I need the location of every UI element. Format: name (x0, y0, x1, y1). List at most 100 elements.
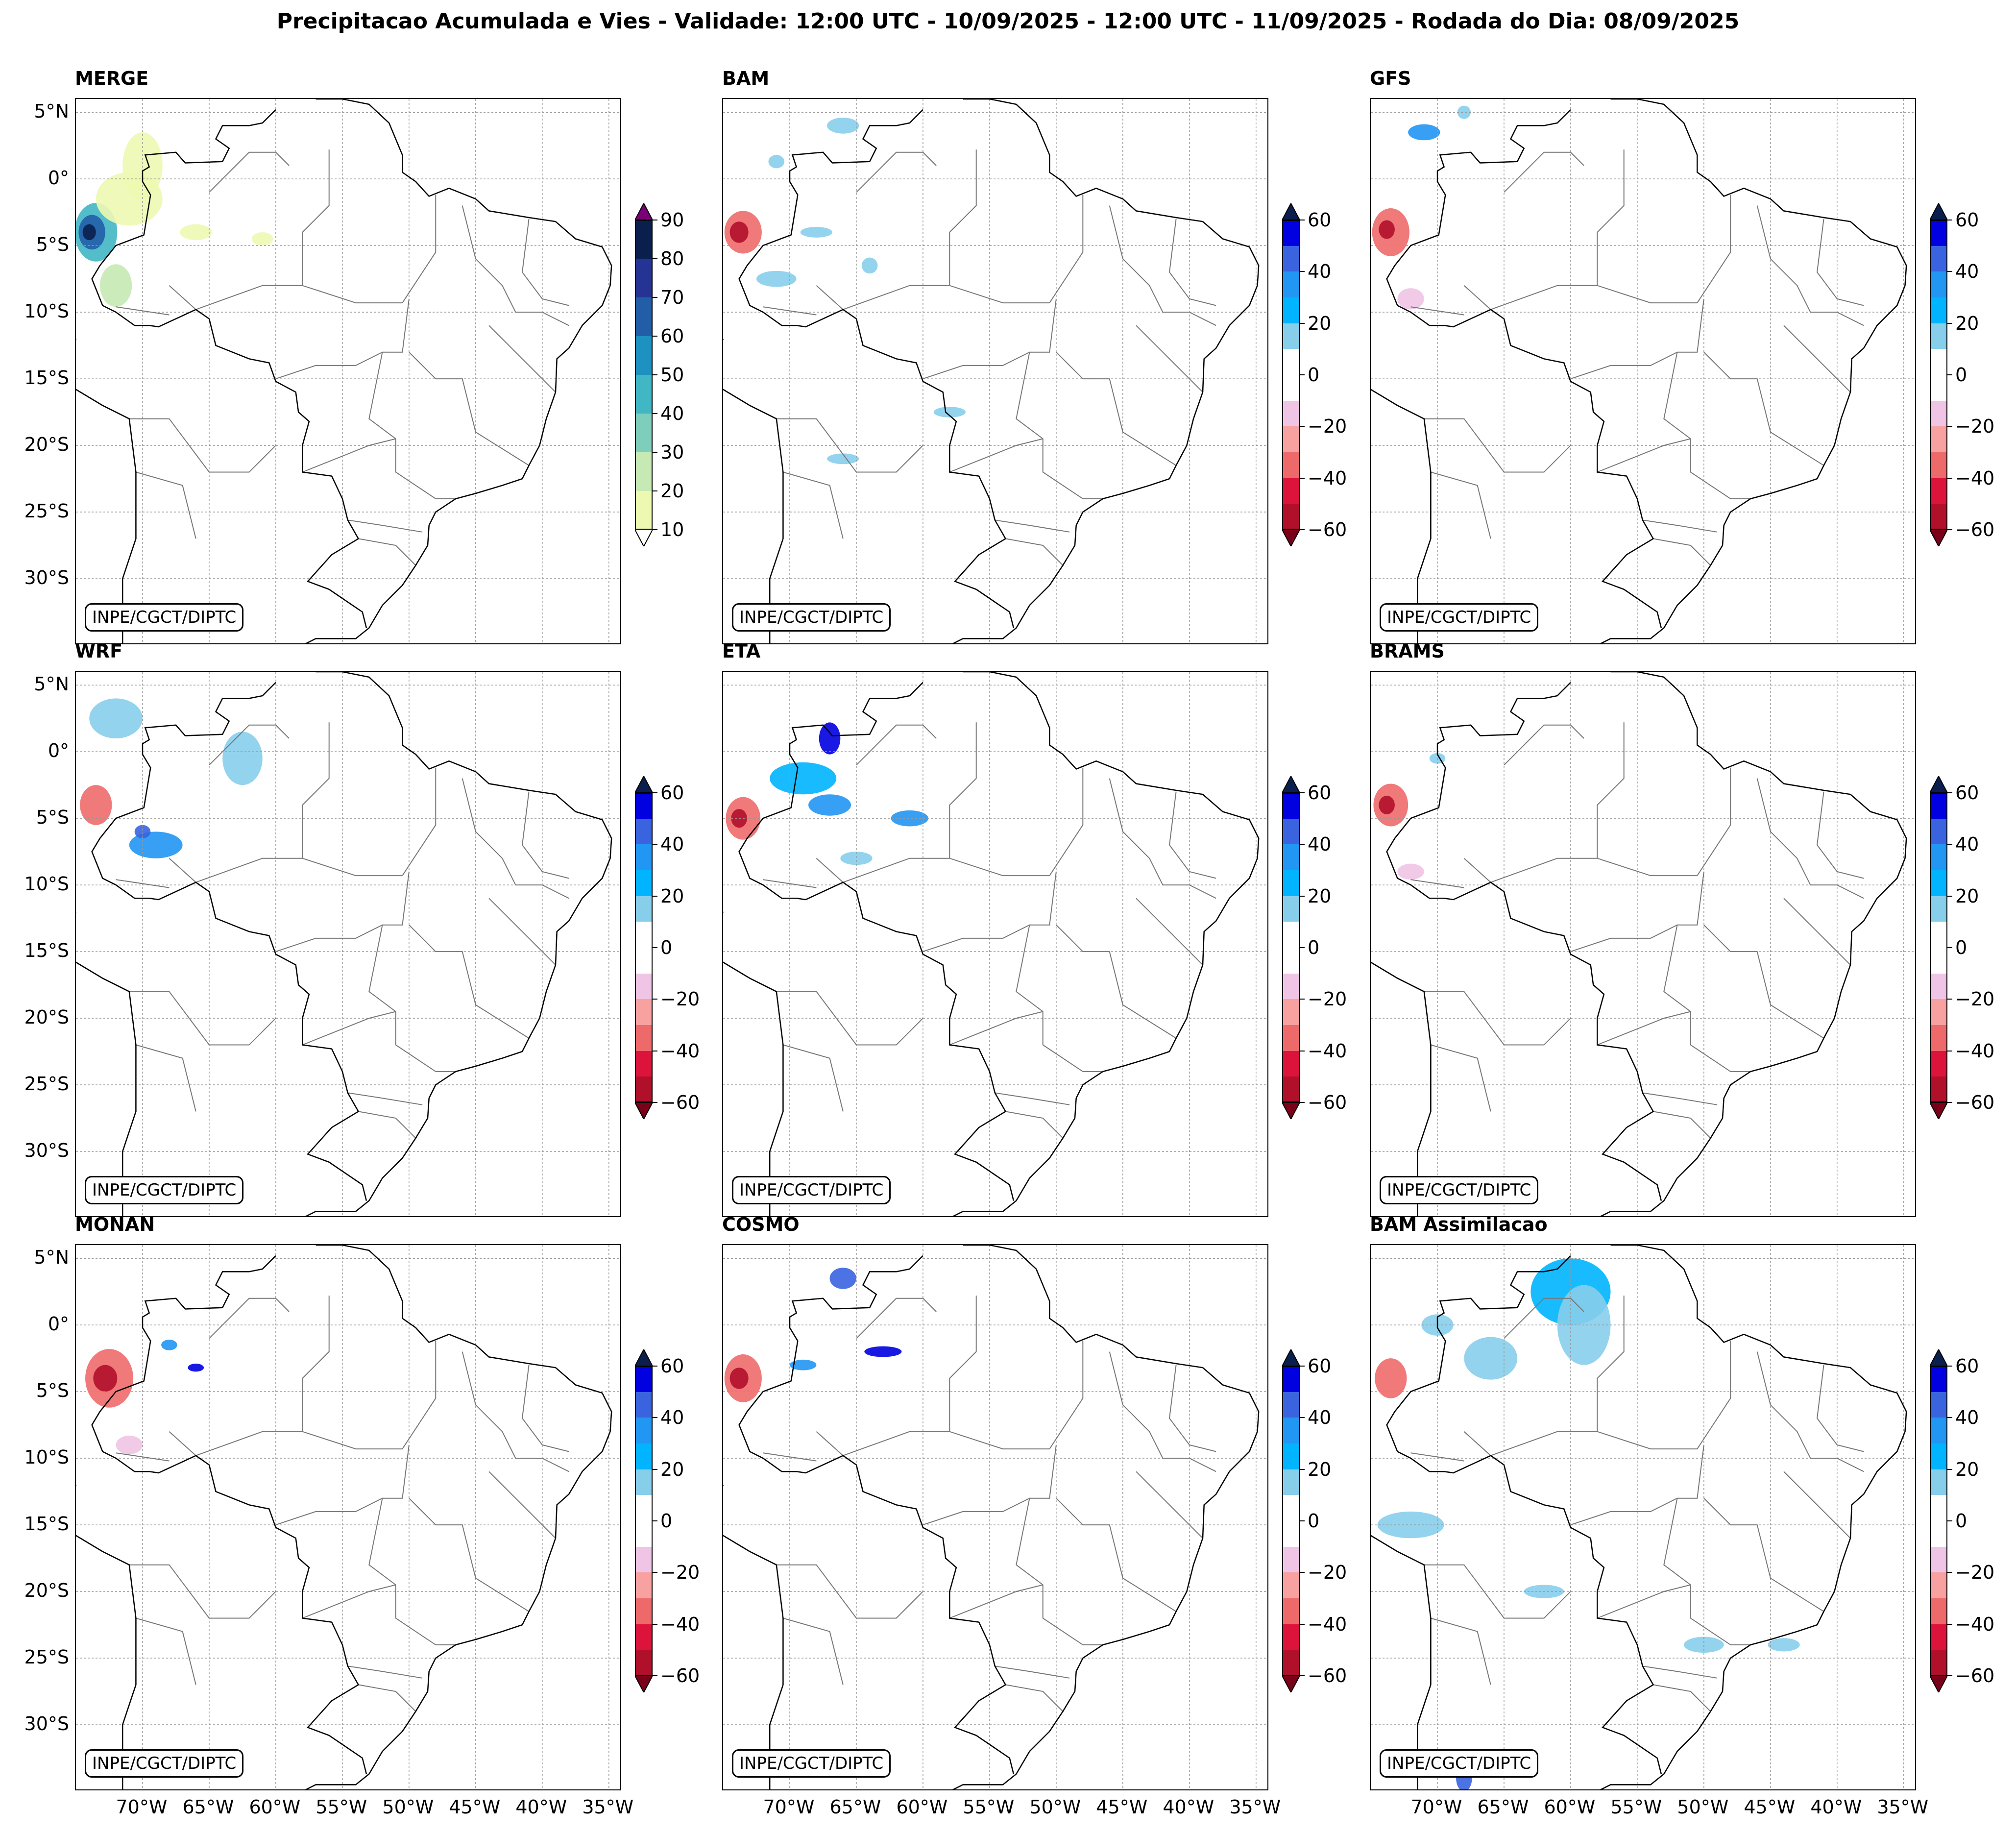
colorbar-tick-label: 40 (660, 833, 684, 856)
state-border (1490, 1431, 1698, 1456)
colorbar-tick-label: −20 (660, 1562, 700, 1584)
state-border (923, 1444, 1057, 1526)
state-border (776, 991, 923, 1046)
colorbar-tick-label: 0 (660, 1510, 673, 1532)
colorbar-extend-top (635, 776, 653, 793)
colorbar-tick-label: 40 (1955, 833, 1979, 856)
country-border (738, 1255, 1015, 1774)
lon-tick-label: 60°W (896, 1796, 948, 1818)
bias-colorbar: 60 40 20 0 −20 −40 −60 (1930, 776, 1994, 1119)
colorbar-segment (635, 973, 653, 1000)
colorbar-segment (1930, 870, 1947, 897)
lat-tick-label: 15°S (24, 367, 69, 389)
precip-field-blob (789, 1359, 817, 1370)
colorbar-extend-top (635, 203, 653, 220)
colorbar-tick-label: −40 (1955, 467, 1995, 489)
colorbar-tick-label: 20 (1308, 885, 1332, 907)
state-border (995, 519, 1070, 533)
map-canvas (723, 1245, 1267, 1789)
state-border (521, 219, 569, 306)
map-panel-brams: INPE/CGCT/DIPTC (1370, 671, 1916, 1217)
credit-label: INPE/CGCT/DIPTC (1380, 1176, 1539, 1204)
colorbar-tick-mark (1947, 1417, 1952, 1418)
precip-field-blob (861, 257, 878, 274)
colorbar-tick-mark (1300, 1572, 1305, 1573)
colorbar-segment (1282, 349, 1300, 375)
lon-tick-label: 40°W (1810, 1796, 1862, 1818)
colorbar-segment (1930, 793, 1947, 819)
state-border (1005, 538, 1064, 566)
map-panel-merge: INPE/CGCT/DIPTC (75, 98, 621, 644)
state-border (1570, 298, 1704, 380)
lat-tick-label: 20°S (24, 1580, 69, 1602)
colorbar-extend-bottom (1282, 1675, 1300, 1692)
figure-title: Precipitacao Acumulada e Vies - Validade… (276, 9, 1740, 34)
colorbar-tick-mark (1947, 999, 1952, 1000)
state-border (1168, 1365, 1216, 1452)
colorbar-tick-mark (1947, 477, 1952, 479)
colorbar-tick-mark (1300, 1417, 1305, 1418)
coastline (723, 1245, 1260, 1789)
state-border (843, 1431, 1050, 1456)
precip-field-blob (829, 1268, 856, 1289)
state-border (923, 871, 1057, 953)
colorbar-tick-mark (1300, 271, 1305, 272)
colorbar-segment (1282, 245, 1300, 272)
colorbar-segment (1930, 504, 1947, 530)
state-border (488, 1471, 556, 1539)
colorbar-segment (1282, 844, 1300, 871)
map-canvas (723, 99, 1267, 643)
colorbar-tick-mark (653, 1675, 657, 1676)
colorbar-segment (1930, 452, 1947, 479)
state-border (136, 1044, 196, 1112)
map-canvas (76, 99, 620, 643)
state-border (1697, 1341, 1731, 1449)
state-border (275, 1444, 410, 1526)
colorbar-tick-label: 60 (660, 1355, 684, 1377)
colorbar-segment (635, 1366, 653, 1393)
state-border (136, 1617, 196, 1685)
colorbar-segment (1282, 870, 1300, 897)
state-border (1653, 1684, 1711, 1712)
colorbar-tick-mark (1947, 322, 1952, 324)
colorbar-segment (1930, 245, 1947, 272)
colorbar-tick-mark (1300, 1520, 1305, 1521)
colorbar-tick-label: 20 (1955, 312, 1979, 334)
state-border (783, 1044, 844, 1112)
state-border (1504, 724, 1584, 766)
colorbar-tick-label: 40 (1308, 833, 1332, 856)
colorbar-tick-mark (653, 374, 657, 375)
colorbar-tick-label: −60 (1308, 1092, 1347, 1113)
lon-tick-label: 45°W (449, 1796, 501, 1818)
colorbar-segment (1282, 896, 1300, 922)
state-border (302, 149, 330, 286)
colorbar-tick-mark (1947, 1623, 1952, 1625)
precip-field-blob (1408, 124, 1440, 141)
map-canvas (723, 672, 1267, 1216)
state-border (542, 884, 569, 899)
colorbar-tick-mark (653, 1623, 657, 1625)
precip-field-blob (1379, 220, 1395, 239)
country-border (738, 109, 1015, 628)
colorbar-frame (635, 1366, 653, 1676)
precip-field-blob (808, 794, 851, 816)
lon-tick-label: 70°W (763, 1796, 815, 1818)
colorbar-tick-label: 50 (660, 364, 684, 386)
colorbar-tick-label: 20 (1955, 885, 1979, 907)
colorbar-segment (1282, 973, 1300, 1000)
colorbar-segment (1282, 1392, 1300, 1418)
colorbar-segment (1282, 1650, 1300, 1676)
colorbar-segment (1282, 1572, 1300, 1599)
state-border (409, 351, 530, 466)
colorbar-tick-mark (1300, 529, 1305, 530)
panel-title-eta: ETA (722, 640, 761, 662)
state-border (129, 418, 276, 473)
state-border (402, 195, 437, 303)
precip-field-blob (1768, 1638, 1800, 1652)
state-border (275, 298, 410, 380)
colorbar-tick-mark (1300, 374, 1305, 375)
colorbar-tick-mark (653, 297, 657, 298)
colorbar-frame (635, 220, 653, 530)
colorbar-segment (1930, 349, 1947, 375)
colorbar-segment (1282, 1025, 1300, 1051)
